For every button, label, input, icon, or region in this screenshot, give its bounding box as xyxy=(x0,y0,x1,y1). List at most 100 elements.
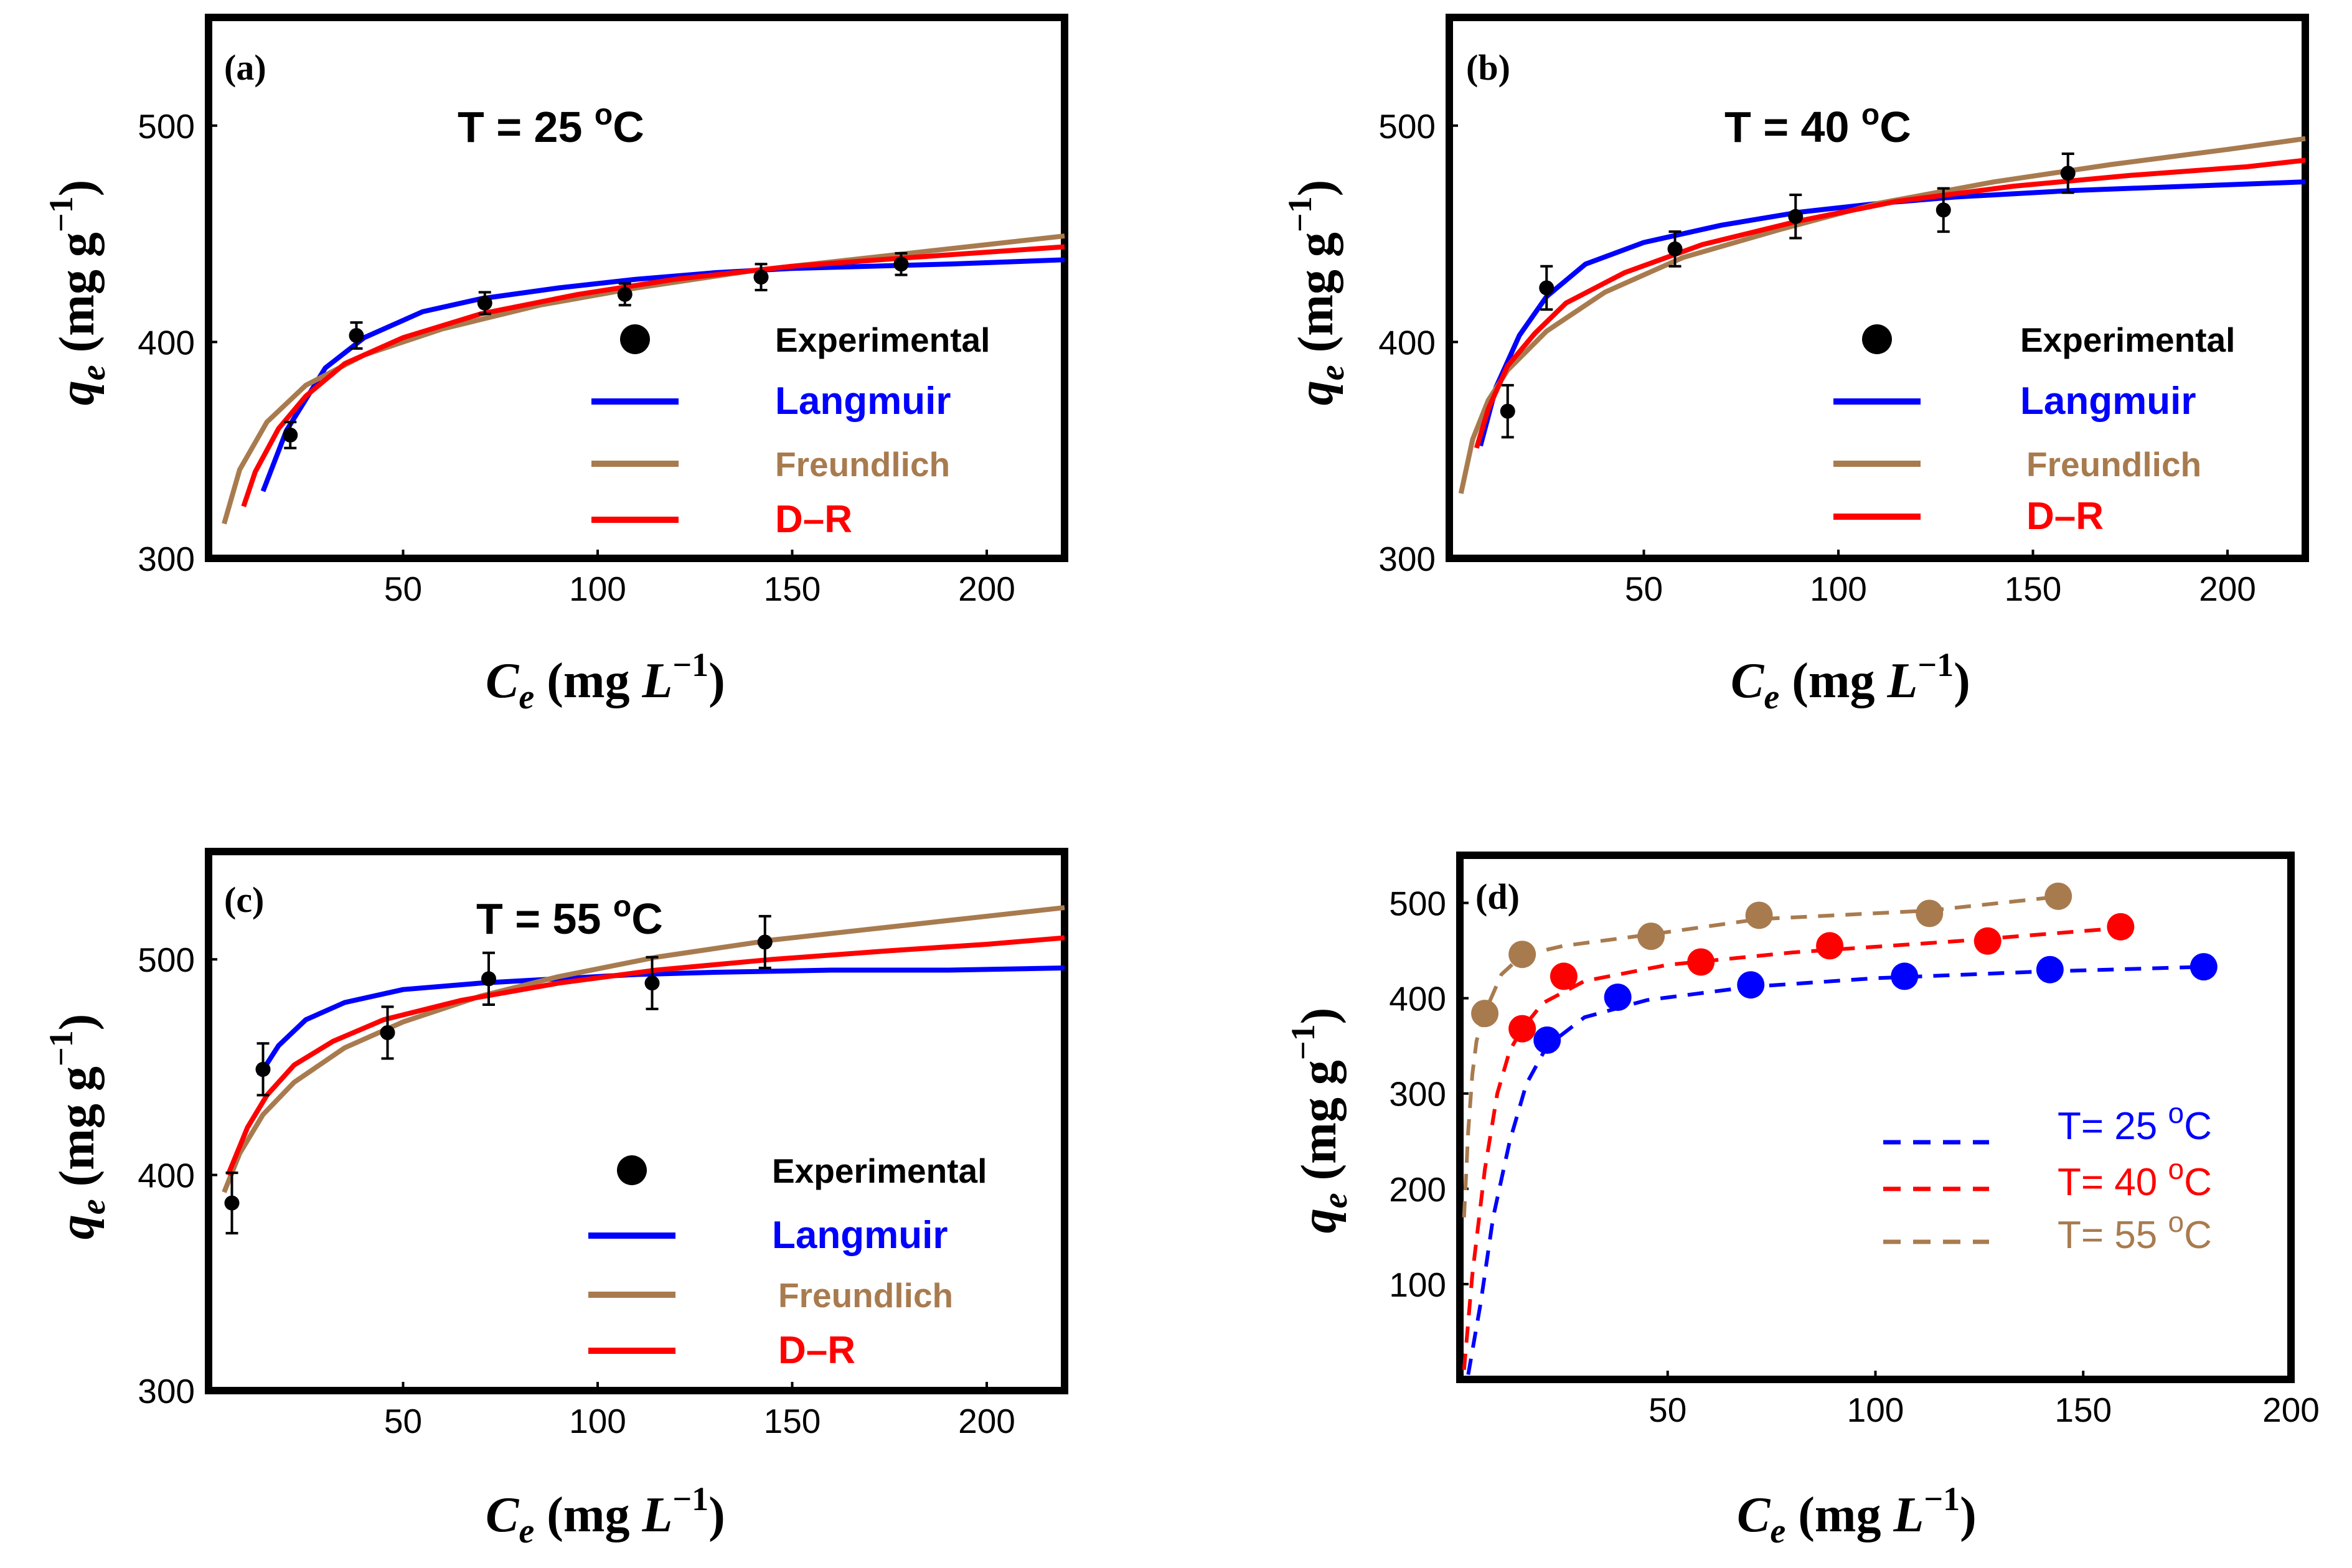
panel-c-label: (c) xyxy=(224,880,264,920)
panel-b: (b) T = 40 oC Experimental Langmuir Freu… xyxy=(1281,14,2309,716)
panel-b-label: (b) xyxy=(1466,47,1510,88)
panel-a-experimental-point xyxy=(753,270,769,285)
panel-a-experimental-point xyxy=(617,286,633,302)
panel-d-fit-series55 xyxy=(1462,894,2063,1218)
panel-a-experimental-point xyxy=(283,427,298,443)
panel-b-xtick-label: 50 xyxy=(1625,570,1663,608)
panel-d-point-series40 xyxy=(1508,1015,1536,1043)
panel-b-xlabel: Ce (mg L−1) xyxy=(1731,646,1970,716)
panel-d-label: (d) xyxy=(1475,876,1520,917)
panel-c-fit-freundlich xyxy=(222,905,1065,1193)
legend-freundlich-label: Freundlich xyxy=(778,1276,953,1315)
panel-d: (d) T= 25 oC T= 40 oC T= 55 oC Ce (mg L−… xyxy=(1284,852,2295,1551)
panel-c-ytick-label: 400 xyxy=(138,1157,195,1195)
panel-a-experimental-point xyxy=(477,295,492,311)
panel-d-point-series25 xyxy=(2190,953,2218,981)
panel-a-fit-dr xyxy=(241,244,1065,507)
panel-c-experimental-point xyxy=(481,971,496,987)
panel-a: (a) T = 25 oC Experimental Langmuir Freu… xyxy=(42,14,1068,716)
panel-d-ytick-label: 400 xyxy=(1389,980,1446,1018)
panel-d-fit-series40 xyxy=(1462,926,2125,1370)
panel-c-xtick-label: 200 xyxy=(958,1402,1015,1440)
panel-b-fit-dr xyxy=(1474,157,2306,449)
panel-d-point-series25 xyxy=(1891,962,1919,990)
panel-d-ytick-label: 500 xyxy=(1389,885,1446,923)
legend-experimental-marker xyxy=(620,324,650,354)
panel-b-experimental-point xyxy=(1788,209,1804,224)
legend-dr-label: D–R xyxy=(2026,495,2104,538)
panel-c-frame xyxy=(205,848,1068,1394)
panel-b-fit-freundlich xyxy=(1458,136,2306,494)
panel-d-point-series25 xyxy=(1604,984,1632,1012)
panel-b-xtick-label: 100 xyxy=(1810,570,1867,608)
panel-a-ytick-label: 300 xyxy=(138,540,195,578)
panel-a-ytick-label: 500 xyxy=(138,107,195,146)
panel-d-point-series25 xyxy=(2036,955,2064,984)
panel-c-fit-dr xyxy=(225,935,1065,1176)
panel-a-xtick-label: 100 xyxy=(569,570,626,608)
legend-dr-label: D–R xyxy=(775,498,852,541)
panel-d-xlabel: Ce (mg L−1) xyxy=(1737,1480,1977,1551)
panel-d-fit-series25 xyxy=(1466,965,2208,1375)
panel-d-point-series55 xyxy=(1637,922,1665,951)
legend-dr-label: D–R xyxy=(778,1329,855,1372)
panel-c-xlabel: Ce (mg L−1) xyxy=(486,1480,725,1551)
panel-a-fit-langmuir xyxy=(260,257,1065,492)
panel-b-experimental-point xyxy=(1936,202,1951,218)
panel-d-point-series55 xyxy=(1916,899,1944,927)
panel-d-point-series25 xyxy=(1533,1026,1561,1054)
panel-a-label: (a) xyxy=(224,47,266,88)
panel-b-ylabel: qe (mg g−1) xyxy=(1281,180,1352,406)
panel-b-experimental-point xyxy=(1539,280,1555,296)
panel-d-point-series40 xyxy=(2107,913,2135,941)
panel-d-point-series55 xyxy=(1471,1000,1499,1028)
panel-d-xtick-label: 150 xyxy=(2054,1391,2112,1429)
panel-c-ytick-label: 500 xyxy=(138,941,195,979)
panel-b-experimental-point xyxy=(1667,241,1683,256)
panel-a-ytick-label: 400 xyxy=(138,323,195,362)
panel-d-point-series55 xyxy=(1745,901,1773,929)
panel-d-point-series40 xyxy=(1550,962,1578,990)
panel-b-frame xyxy=(1446,14,2309,562)
panel-d-ytick-label: 300 xyxy=(1389,1075,1446,1114)
panel-b-ytick-label: 500 xyxy=(1378,107,1436,146)
panel-d-point-series40 xyxy=(1687,948,1715,976)
panel-c-xtick-label: 50 xyxy=(384,1402,422,1440)
panel-a-xtick-label: 150 xyxy=(764,570,821,608)
legend-40c-label: T= 40 oC xyxy=(2058,1153,2212,1204)
panel-b-ytick-label: 400 xyxy=(1378,323,1436,362)
chart-marks: 50 100 150 200 300 400 500 50 100 150 200 300 400 500… xyxy=(138,107,2320,1440)
panel-d-point-series55 xyxy=(1508,941,1536,969)
panel-c-experimental-point xyxy=(380,1025,395,1040)
panel-b-title: T = 40 oC xyxy=(1724,98,1911,151)
panel-c-title: T = 55 oC xyxy=(476,890,663,943)
legend-55c-label: T= 55 oC xyxy=(2058,1206,2212,1257)
panel-b-fit-langmuir xyxy=(1478,179,2306,447)
panel-c-experimental-point xyxy=(255,1061,271,1077)
panel-c-ytick-label: 300 xyxy=(138,1372,195,1411)
panel-c-experimental-point xyxy=(224,1195,240,1211)
panel-d-ytick-label: 100 xyxy=(1389,1265,1446,1304)
panel-b-experimental-point xyxy=(2060,166,2076,181)
legend-langmuir-label: Langmuir xyxy=(772,1214,948,1257)
legend-langmuir-label: Langmuir xyxy=(2020,380,2196,423)
panel-a-experimental-point xyxy=(893,256,909,272)
panel-b-xtick-label: 150 xyxy=(2005,570,2062,608)
legend-freundlich-label: Freundlich xyxy=(2026,445,2201,484)
panel-c-experimental-point xyxy=(644,975,660,991)
panel-b-experimental-point xyxy=(1500,403,1515,419)
legend-freundlich-label: Freundlich xyxy=(775,445,950,484)
panel-a-xlabel: Ce (mg L−1) xyxy=(486,646,725,716)
panel-d-ylabel: qe (mg g−1) xyxy=(1284,1008,1355,1234)
panel-c-xtick-label: 150 xyxy=(764,1402,821,1440)
legend-experimental-marker xyxy=(1862,324,1892,354)
panel-a-fit-freundlich xyxy=(222,233,1065,525)
panel-a-ylabel: qe (mg g−1) xyxy=(42,180,113,406)
legend-25c-label: T= 25 oC xyxy=(2058,1097,2212,1148)
legend-experimental-label: Experimental xyxy=(775,321,990,359)
panel-a-xtick-label: 200 xyxy=(958,570,1015,608)
panel-d-xtick-label: 100 xyxy=(1847,1391,1904,1429)
panel-d-point-series55 xyxy=(2044,882,2072,910)
panel-a-frame xyxy=(205,14,1068,562)
